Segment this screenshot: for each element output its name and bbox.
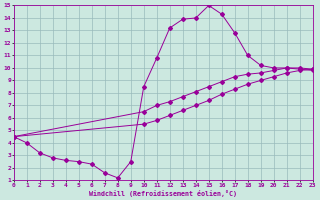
X-axis label: Windchill (Refroidissement éolien,°C): Windchill (Refroidissement éolien,°C) <box>89 190 237 197</box>
